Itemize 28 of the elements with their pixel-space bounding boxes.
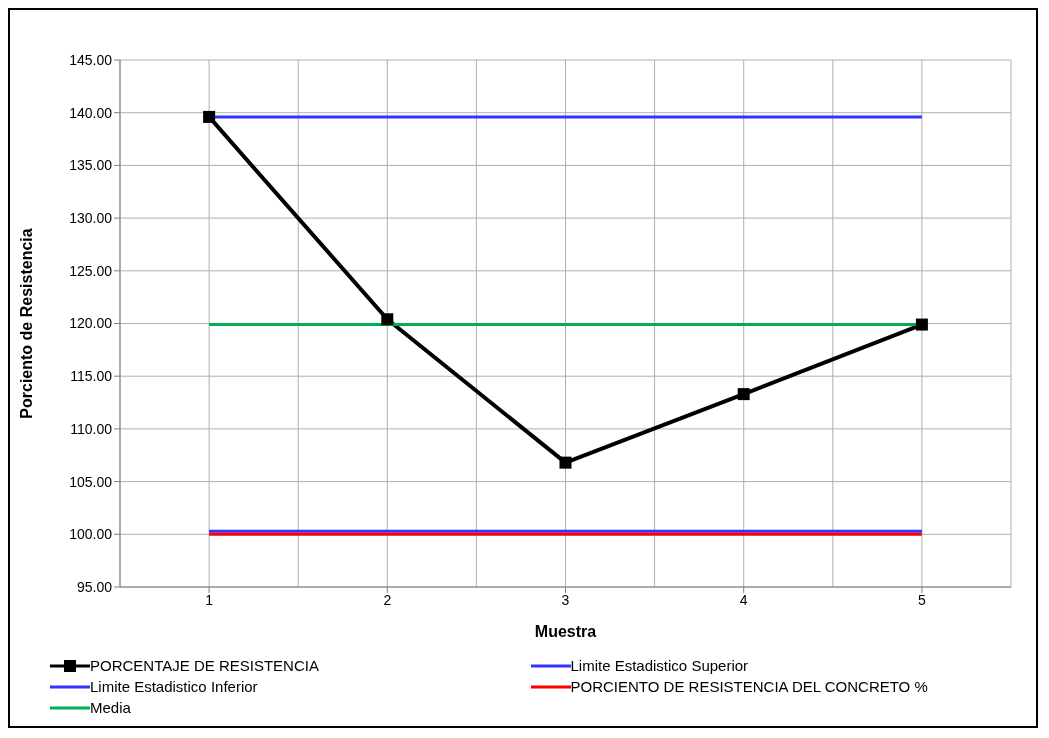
y-axis-title: Porciento de Resistencia [17, 228, 35, 419]
y-tick-label: 115.00 [70, 368, 113, 385]
legend-label: Limite Estadistico Inferior [90, 678, 258, 695]
legend-label: Media [90, 699, 131, 716]
point [915, 318, 928, 331]
y-tick-label: 120.00 [69, 315, 113, 332]
y-tick-label: 130.00 [69, 210, 113, 227]
legend-label: PORCIENTO DE RESISTENCIA DEL CONCRETO % [570, 678, 928, 695]
x-tick-label: 3 [561, 591, 570, 608]
x-axis-title: Muestra [534, 623, 597, 640]
y-tick-label: 110.00 [70, 420, 113, 437]
y-tick-label: 135.00 [69, 157, 113, 174]
x-tick-label: 5 [918, 591, 926, 608]
legend-label: Limite Estadistico Superior [570, 657, 749, 674]
point [559, 456, 572, 469]
legend-label: PORCENTAJE DE RESISTENCIA [90, 657, 319, 674]
point [203, 110, 216, 123]
y-tick-label: 105.00 [69, 473, 113, 490]
point [381, 313, 394, 326]
x-tick-label: 2 [383, 591, 392, 608]
point [737, 388, 750, 401]
y-tick-label: 125.00 [69, 262, 113, 279]
y-tick-label: 95.00 [76, 578, 113, 595]
y-tick-label: 140.00 [69, 104, 113, 121]
x-tick-label: 1 [205, 591, 214, 608]
x-tick-label: 4 [739, 591, 748, 608]
y-tick-label: 145.00 [69, 51, 113, 68]
y-tick-label: 100.00 [69, 526, 113, 543]
